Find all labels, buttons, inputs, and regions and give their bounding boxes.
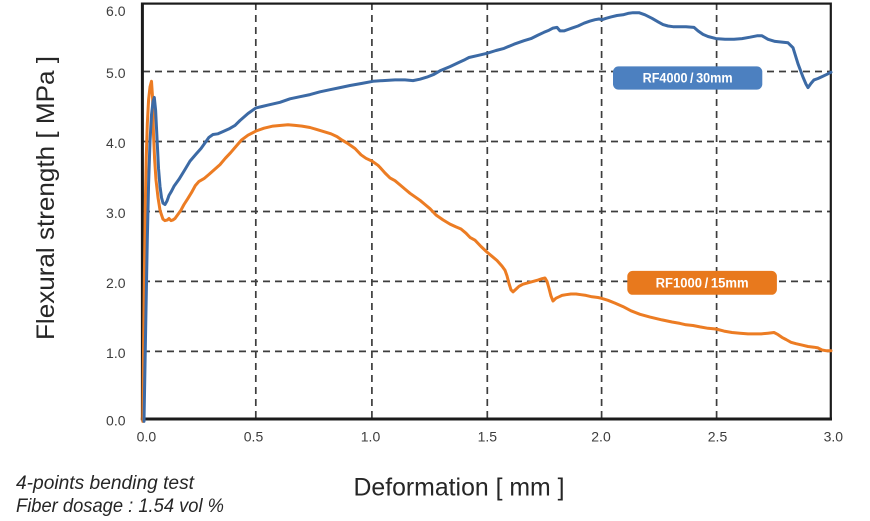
svg-text:1.0: 1.0	[106, 345, 126, 361]
svg-text:3.0: 3.0	[106, 205, 126, 221]
svg-text:5.0: 5.0	[106, 65, 126, 81]
svg-text:Deformation [ mm ]: Deformation [ mm ]	[354, 474, 565, 502]
svg-text:6.0: 6.0	[106, 3, 126, 19]
svg-text:0.5: 0.5	[244, 429, 264, 445]
svg-text:0.0: 0.0	[106, 413, 126, 429]
svg-text:2.0: 2.0	[591, 429, 611, 445]
svg-text:3.0: 3.0	[824, 429, 844, 445]
svg-text:Flexural strength [ MPa ]: Flexural strength [ MPa ]	[32, 56, 60, 340]
svg-text:2.0: 2.0	[106, 275, 126, 291]
svg-text:1.0: 1.0	[361, 429, 381, 445]
svg-text:0.0: 0.0	[137, 429, 157, 445]
svg-text:1.5: 1.5	[478, 429, 498, 445]
svg-text:4-points bending test: 4-points bending test	[16, 472, 196, 494]
svg-text:RF4000 / 30mm: RF4000 / 30mm	[643, 71, 733, 86]
svg-text:4.0: 4.0	[106, 135, 126, 151]
svg-text:RF1000 / 15mm: RF1000 / 15mm	[656, 276, 749, 291]
svg-text:Fiber dosage : 1.54 vol %: Fiber dosage : 1.54 vol %	[16, 495, 224, 517]
svg-text:2.5: 2.5	[708, 429, 728, 445]
